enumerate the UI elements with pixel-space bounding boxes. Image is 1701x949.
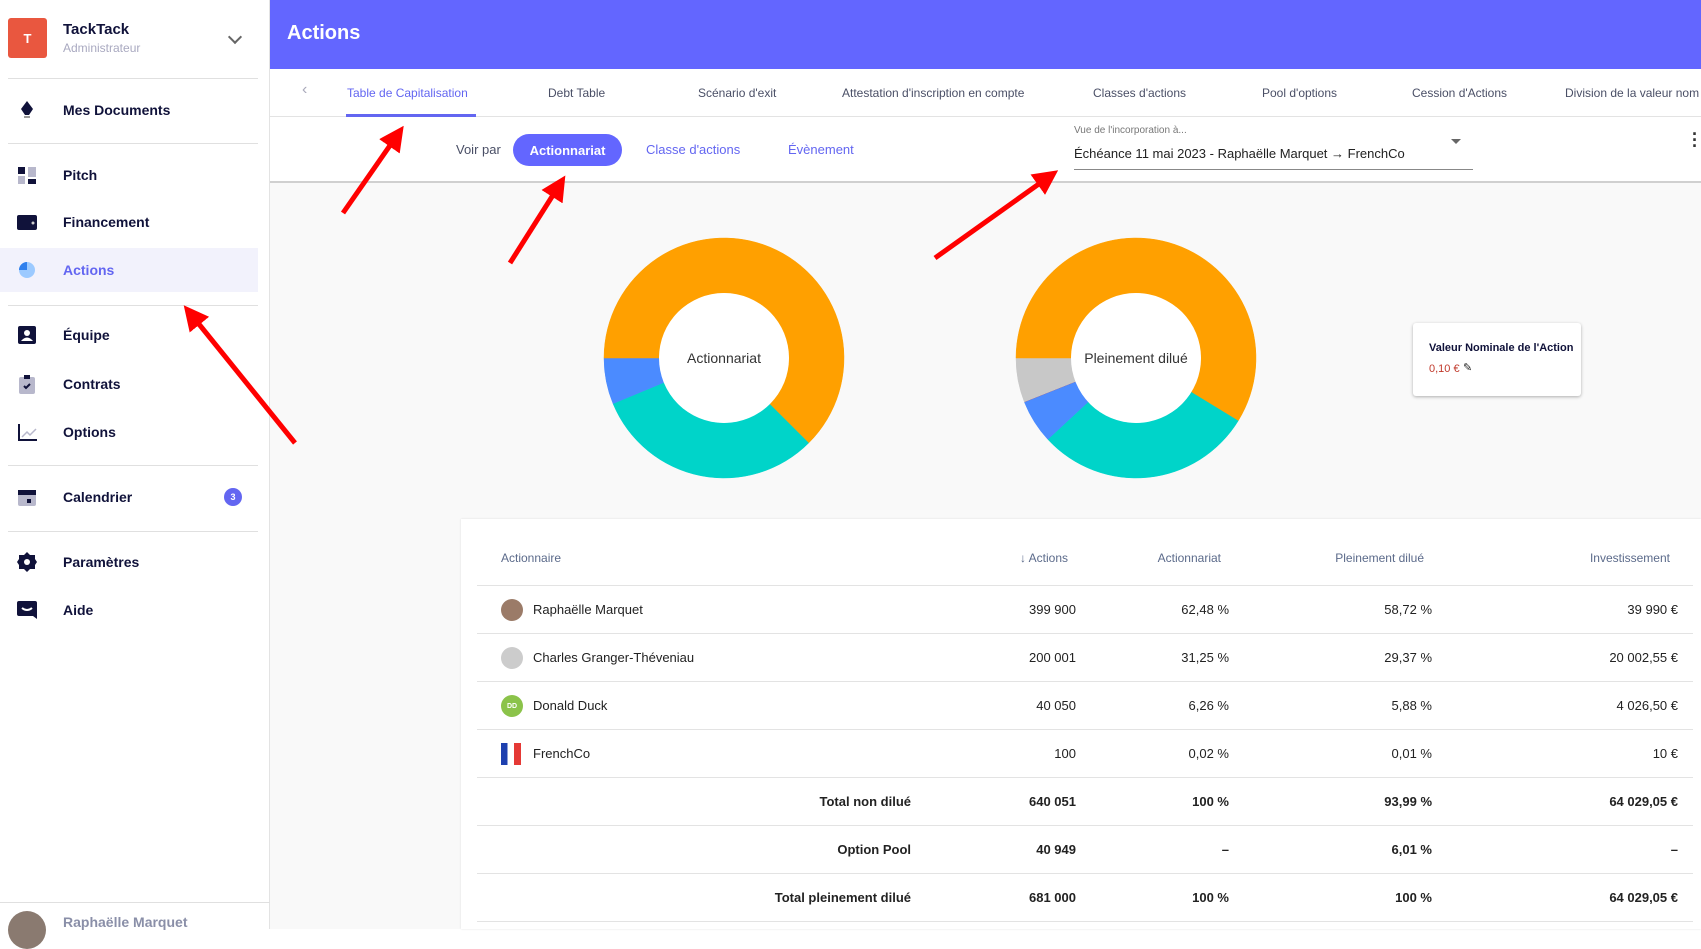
total-row: Total pleinement dilué 681 000 100 % 100 …	[477, 874, 1693, 922]
table-row[interactable]: Raphaëlle Marquet 399 900 62,48 % 58,72 %…	[477, 586, 1693, 634]
total-row: Total non dilué 640 051 100 % 93,99 % 64 …	[477, 778, 1693, 826]
nominal-value-title: Valeur Nominale de l'Action	[1429, 342, 1573, 354]
table-row[interactable]: DD Donald Duck 40 050 6,26 % 5,88 % 4 026…	[477, 682, 1693, 730]
cell-pleinement-dilue: 5,88 %	[1392, 698, 1432, 713]
cell-actions: 200 001	[1029, 650, 1076, 665]
cell-pleinement-dilue: 0,01 %	[1392, 746, 1432, 761]
table-row[interactable]: Charles Granger-Théveniau 200 001 31,25 %…	[477, 634, 1693, 682]
header-divider	[477, 538, 1693, 586]
cell-actionnariat: 100 %	[1192, 794, 1229, 809]
cell-actionnariat: –	[1222, 842, 1229, 857]
nominal-value: 0,10 €	[1429, 363, 1460, 375]
total-label: Total pleinement dilué	[775, 890, 911, 905]
cell-investissement: 64 029,05 €	[1609, 890, 1678, 905]
pencil-icon[interactable]: ✎	[1463, 361, 1472, 374]
donut-center-label: Actionnariat	[687, 350, 761, 366]
cap-table: Actionnaire ↓ Actions Actionnariat Plein…	[461, 519, 1701, 929]
cell-investissement: 4 026,50 €	[1617, 698, 1678, 713]
cell-name: Charles Granger-Théveniau	[533, 650, 694, 665]
donut-center-label: Pleinement dilué	[1084, 350, 1188, 366]
cell-actionnariat: 31,25 %	[1181, 650, 1229, 665]
cell-actionnariat: 100 %	[1192, 890, 1229, 905]
cell-investissement: 10 €	[1653, 746, 1678, 761]
cell-actionnariat: 6,26 %	[1189, 698, 1229, 713]
cell-investissement: –	[1671, 842, 1678, 857]
cell-investissement: 64 029,05 €	[1609, 794, 1678, 809]
total-label: Option Pool	[837, 842, 911, 857]
cell-actions: 40 949	[1036, 842, 1076, 857]
cell-actions: 100	[1054, 746, 1076, 761]
cell-actions: 681 000	[1029, 890, 1076, 905]
cell-investissement: 39 990 €	[1627, 602, 1678, 617]
cell-pleinement-dilue: 93,99 %	[1384, 794, 1432, 809]
cell-pleinement-dilue: 100 %	[1395, 890, 1432, 905]
cell-name: Raphaëlle Marquet	[533, 602, 643, 617]
total-label: Total non dilué	[820, 794, 911, 809]
flag-icon	[501, 743, 521, 765]
cell-actions: 399 900	[1029, 602, 1076, 617]
avatar	[501, 647, 523, 669]
avatar: DD	[501, 695, 523, 717]
cell-name: FrenchCo	[533, 746, 590, 761]
table-row[interactable]: FrenchCo 100 0,02 % 0,01 % 10 €	[477, 730, 1693, 778]
cell-actionnariat: 0,02 %	[1189, 746, 1229, 761]
cell-investissement: 20 002,55 €	[1609, 650, 1678, 665]
cell-actionnariat: 62,48 %	[1181, 602, 1229, 617]
cell-actions: 640 051	[1029, 794, 1076, 809]
cell-pleinement-dilue: 6,01 %	[1392, 842, 1432, 857]
nominal-value-card: Valeur Nominale de l'Action 0,10 € ✎	[1413, 323, 1581, 396]
total-row: Option Pool 40 949 – 6,01 % –	[477, 826, 1693, 874]
cell-actions: 40 050	[1036, 698, 1076, 713]
cell-pleinement-dilue: 29,37 %	[1384, 650, 1432, 665]
cell-name: Donald Duck	[533, 698, 607, 713]
avatar	[501, 599, 523, 621]
cell-pleinement-dilue: 58,72 %	[1384, 602, 1432, 617]
